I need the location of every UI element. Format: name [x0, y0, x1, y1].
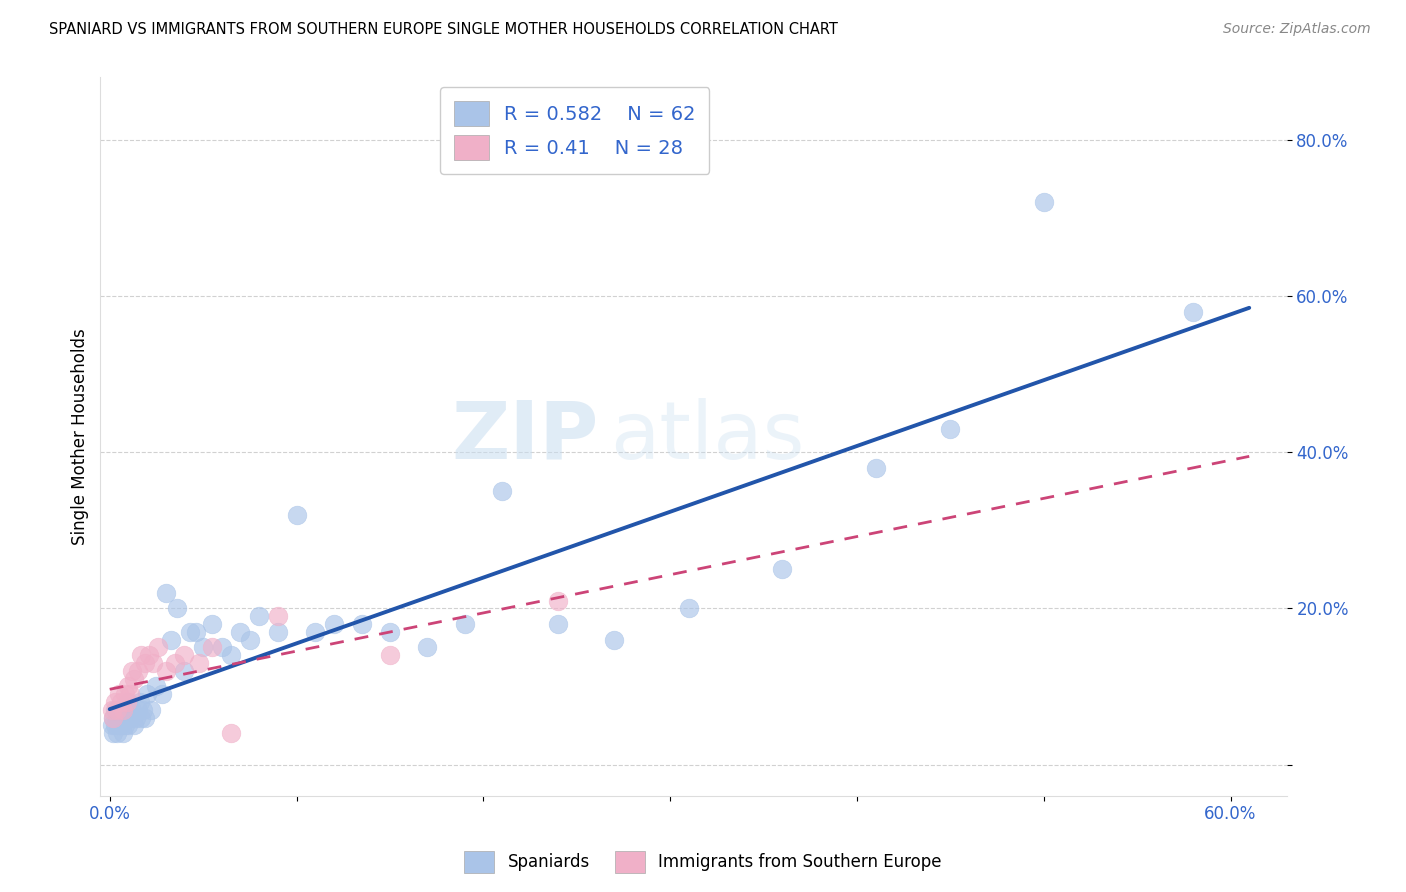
Spaniards [104, 703, 127, 717]
Immigrants from Southern Europe [148, 640, 170, 655]
Spaniards [128, 695, 150, 709]
Immigrants from Southern Europe [547, 593, 569, 607]
Spaniards [770, 562, 793, 576]
Spaniards [100, 718, 122, 732]
Immigrants from Southern Europe [201, 640, 224, 655]
Immigrants from Southern Europe [127, 664, 149, 678]
Immigrants from Southern Europe [267, 609, 290, 624]
Spaniards [136, 687, 159, 701]
Immigrants from Southern Europe [134, 656, 156, 670]
Spaniards [134, 711, 156, 725]
Immigrants from Southern Europe [138, 648, 160, 663]
Spaniards [122, 718, 145, 732]
Spaniards [105, 726, 128, 740]
Spaniards [453, 617, 475, 632]
Spaniards [139, 703, 162, 717]
Spaniards [103, 711, 125, 725]
Spaniards [267, 624, 290, 639]
Spaniards [114, 711, 136, 725]
Spaniards [110, 718, 132, 732]
Spaniards [115, 711, 138, 725]
Immigrants from Southern Europe [142, 656, 165, 670]
Immigrants from Southern Europe [111, 703, 134, 717]
Legend: R = 0.582    N = 62, R = 0.41    N = 28: R = 0.582 N = 62, R = 0.41 N = 28 [440, 87, 710, 174]
Spaniards [117, 718, 139, 732]
Spaniards [111, 703, 134, 717]
Spaniards [121, 703, 143, 717]
Spaniards [350, 617, 373, 632]
Spaniards [131, 711, 153, 725]
Spaniards [304, 624, 326, 639]
Spaniards [160, 632, 183, 647]
Immigrants from Southern Europe [122, 672, 145, 686]
Spaniards [105, 711, 128, 725]
Spaniards [132, 703, 155, 717]
Spaniards [239, 632, 262, 647]
Spaniards [114, 718, 136, 732]
Spaniards [150, 687, 173, 701]
Legend: Spaniards, Immigrants from Southern Europe: Spaniards, Immigrants from Southern Euro… [457, 845, 949, 880]
Text: atlas: atlas [610, 398, 804, 475]
Immigrants from Southern Europe [114, 687, 136, 701]
Immigrants from Southern Europe [120, 687, 142, 701]
Immigrants from Southern Europe [188, 656, 211, 670]
Immigrants from Southern Europe [103, 711, 125, 725]
Spaniards [117, 695, 139, 709]
Spaniards [603, 632, 626, 647]
Spaniards [120, 711, 142, 725]
Spaniards [322, 617, 344, 632]
Spaniards [229, 624, 252, 639]
Spaniards [491, 484, 513, 499]
Spaniards [678, 601, 700, 615]
Text: SPANIARD VS IMMIGRANTS FROM SOUTHERN EUROPE SINGLE MOTHER HOUSEHOLDS CORRELATION: SPANIARD VS IMMIGRANTS FROM SOUTHERN EUR… [49, 22, 838, 37]
Spaniards [201, 617, 224, 632]
Spaniards [110, 711, 132, 725]
Spaniards [179, 624, 201, 639]
Spaniards [184, 624, 207, 639]
Immigrants from Southern Europe [105, 703, 128, 717]
Spaniards [103, 726, 125, 740]
Immigrants from Southern Europe [110, 695, 132, 709]
Immigrants from Southern Europe [173, 648, 195, 663]
Spaniards [127, 703, 149, 717]
Y-axis label: Single Mother Households: Single Mother Households [72, 328, 89, 545]
Spaniards [115, 703, 138, 717]
Immigrants from Southern Europe [121, 664, 143, 678]
Text: ZIP: ZIP [451, 398, 599, 475]
Spaniards [247, 609, 270, 624]
Spaniards [547, 617, 569, 632]
Spaniards [173, 664, 195, 678]
Immigrants from Southern Europe [104, 695, 127, 709]
Spaniards [211, 640, 233, 655]
Spaniards [111, 726, 134, 740]
Immigrants from Southern Europe [378, 648, 401, 663]
Spaniards [939, 422, 962, 436]
Spaniards [416, 640, 439, 655]
Immigrants from Southern Europe [131, 648, 153, 663]
Immigrants from Southern Europe [117, 680, 139, 694]
Spaniards [166, 601, 188, 615]
Immigrants from Southern Europe [115, 695, 138, 709]
Immigrants from Southern Europe [219, 726, 242, 740]
Text: Source: ZipAtlas.com: Source: ZipAtlas.com [1223, 22, 1371, 37]
Spaniards [1032, 195, 1054, 210]
Immigrants from Southern Europe [100, 703, 122, 717]
Immigrants from Southern Europe [165, 656, 187, 670]
Spaniards [155, 586, 177, 600]
Spaniards [1182, 304, 1205, 318]
Spaniards [285, 508, 308, 522]
Spaniards [108, 718, 131, 732]
Spaniards [219, 648, 242, 663]
Spaniards [145, 680, 167, 694]
Immigrants from Southern Europe [108, 687, 131, 701]
Spaniards [108, 703, 131, 717]
Spaniards [191, 640, 214, 655]
Spaniards [125, 711, 148, 725]
Spaniards [378, 624, 401, 639]
Immigrants from Southern Europe [155, 664, 177, 678]
Spaniards [865, 460, 887, 475]
Spaniards [104, 718, 127, 732]
